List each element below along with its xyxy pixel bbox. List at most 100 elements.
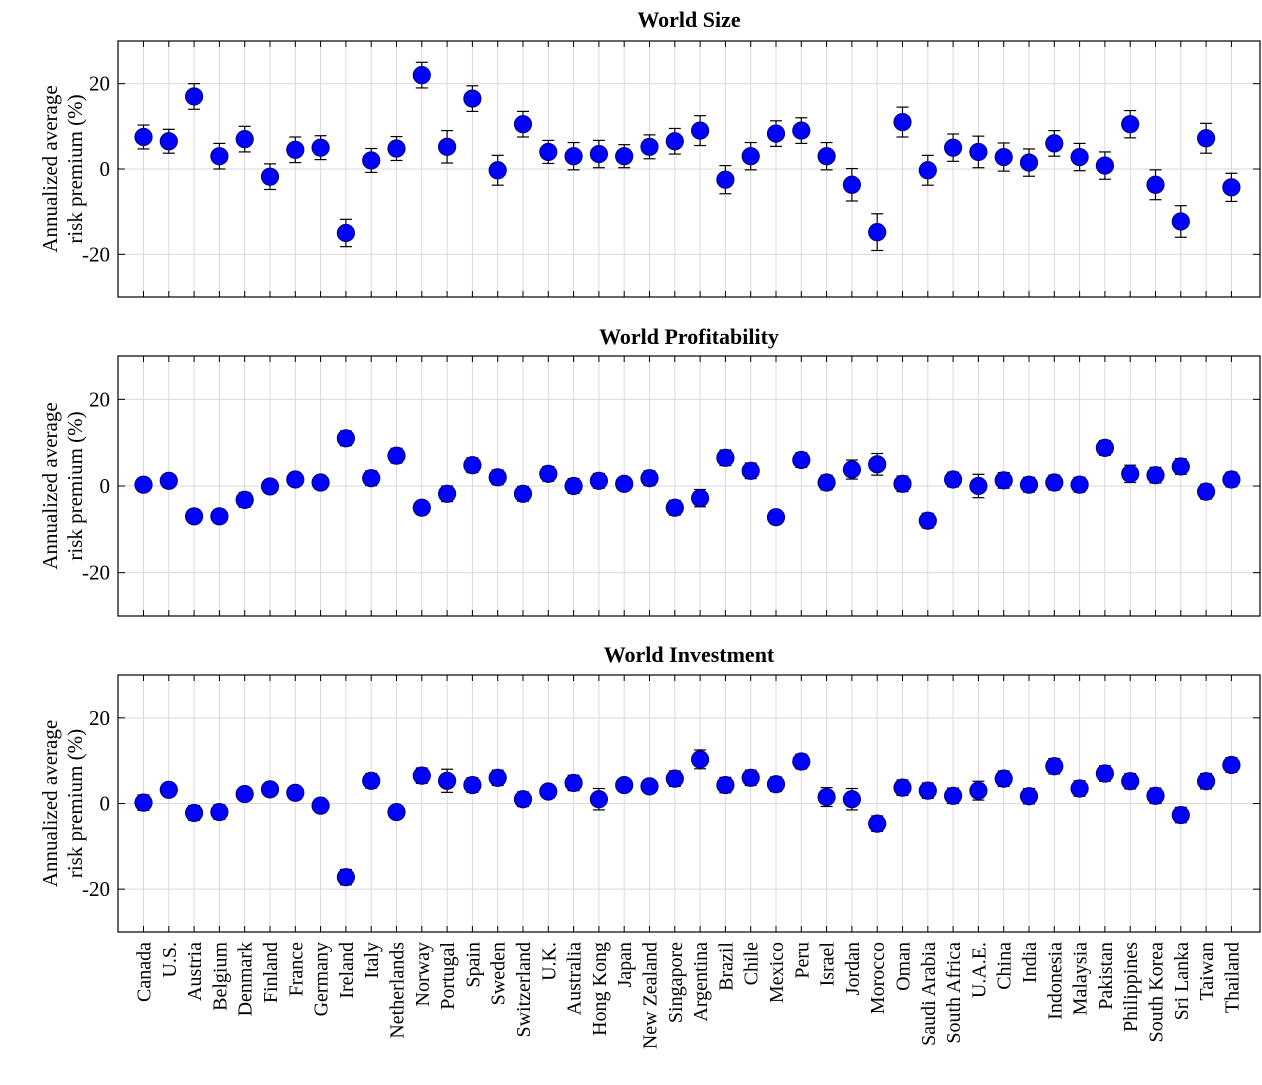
y-axis-label-line2: risk premium (%) bbox=[63, 94, 87, 243]
category-label: Japan bbox=[614, 942, 636, 988]
data-point-world-investment bbox=[994, 769, 1013, 788]
panel-world-profitability: -20 0 20 World Profitability Annualized aver… bbox=[38, 324, 1261, 617]
data-point-world-investment bbox=[943, 786, 963, 805]
data-point-world-size bbox=[438, 137, 457, 156]
data-point-world-size bbox=[868, 223, 887, 242]
y-tick-label: 20 bbox=[89, 706, 110, 730]
category-label: Malaysia bbox=[1070, 942, 1092, 1015]
data-point-world-investment bbox=[690, 750, 710, 769]
panel-title: World Investment bbox=[604, 642, 775, 667]
data-point-world-investment bbox=[159, 780, 178, 799]
data-point-world-profitability bbox=[615, 474, 634, 493]
data-point-world-size bbox=[994, 147, 1013, 167]
data-point-world-size bbox=[235, 130, 254, 149]
category-label: Saudi Arabia bbox=[918, 942, 940, 1046]
category-label: U.K. bbox=[538, 942, 560, 981]
data-point-world-investment bbox=[1222, 755, 1241, 775]
data-point-world-size bbox=[1222, 178, 1241, 197]
category-label: Indonesia bbox=[1044, 942, 1066, 1020]
y-tick-label: 0 bbox=[100, 474, 111, 498]
data-point-world-profitability bbox=[286, 470, 305, 489]
category-label: Mexico bbox=[766, 942, 788, 1003]
data-point-world-profitability bbox=[387, 446, 406, 465]
data-point-world-profitability bbox=[185, 507, 204, 526]
data-point-world-size bbox=[134, 127, 153, 147]
data-point-world-profitability bbox=[1095, 438, 1115, 457]
data-point-world-profitability bbox=[260, 477, 280, 496]
data-point-world-investment bbox=[918, 781, 937, 800]
data-point-world-investment bbox=[716, 775, 735, 795]
data-point-world-size bbox=[539, 142, 558, 162]
data-point-world-size bbox=[185, 87, 204, 106]
category-label: Taiwan bbox=[1196, 942, 1218, 1001]
data-point-world-profitability bbox=[690, 489, 710, 508]
category-label: Switzerland bbox=[513, 942, 535, 1038]
data-point-world-profitability bbox=[1146, 466, 1165, 485]
data-point-world-investment bbox=[741, 768, 760, 787]
data-point-world-profitability bbox=[817, 473, 836, 492]
data-point-world-size bbox=[741, 147, 760, 166]
data-point-world-investment bbox=[1095, 764, 1115, 783]
data-point-world-investment bbox=[1045, 757, 1064, 776]
data-point-world-profitability bbox=[741, 461, 760, 480]
data-point-world-profitability bbox=[1045, 473, 1064, 492]
data-point-world-size bbox=[893, 112, 912, 132]
data-point-world-investment bbox=[766, 775, 786, 794]
category-label: Netherlands bbox=[387, 942, 409, 1039]
data-point-world-size bbox=[842, 175, 862, 194]
data-point-world-profitability bbox=[1121, 464, 1140, 483]
data-point-world-profitability bbox=[1196, 482, 1216, 501]
category-label: Israel bbox=[817, 942, 839, 987]
category-label: India bbox=[1019, 942, 1041, 983]
data-point-world-size bbox=[1095, 156, 1115, 175]
data-point-world-investment bbox=[1146, 786, 1165, 805]
data-point-world-investment bbox=[589, 790, 609, 809]
data-point-world-size bbox=[1070, 147, 1089, 167]
category-label: Thailand bbox=[1221, 942, 1243, 1013]
data-point-world-profitability bbox=[918, 511, 937, 530]
y-tick-label: -20 bbox=[82, 242, 110, 266]
data-point-world-profitability bbox=[842, 460, 862, 479]
data-point-world-profitability bbox=[589, 471, 609, 490]
data-point-world-size bbox=[665, 132, 684, 151]
category-label: Singapore bbox=[665, 942, 687, 1023]
data-point-world-profitability bbox=[134, 475, 153, 494]
data-point-world-profitability bbox=[766, 508, 786, 527]
category-label: Germany bbox=[311, 942, 333, 1016]
category-label: Brazil bbox=[715, 942, 737, 991]
data-point-world-size bbox=[943, 138, 963, 157]
y-tick-label: 0 bbox=[100, 792, 111, 816]
data-point-world-investment bbox=[817, 787, 836, 807]
data-point-world-profitability bbox=[969, 476, 988, 496]
data-point-world-profitability bbox=[943, 470, 963, 489]
data-point-world-profitability bbox=[1070, 475, 1089, 494]
data-point-world-size bbox=[488, 161, 507, 180]
data-point-world-investment bbox=[412, 766, 431, 785]
data-point-world-size bbox=[1146, 175, 1165, 194]
category-label: Argentina bbox=[690, 942, 712, 1022]
data-point-world-size bbox=[640, 137, 659, 156]
data-point-world-size bbox=[311, 138, 330, 157]
category-label: Morocco bbox=[867, 942, 889, 1014]
category-label: Norway bbox=[412, 942, 434, 1006]
data-point-world-size bbox=[817, 147, 836, 166]
y-tick-label: 20 bbox=[89, 387, 110, 411]
data-point-world-investment bbox=[1019, 787, 1039, 806]
data-point-world-investment bbox=[868, 814, 887, 833]
data-point-world-profitability bbox=[513, 484, 533, 503]
data-point-world-profitability bbox=[716, 448, 735, 467]
category-label: Portugal bbox=[437, 942, 459, 1010]
panel-title: World Profitability bbox=[599, 324, 779, 349]
data-point-world-size bbox=[1171, 212, 1190, 231]
data-point-world-size bbox=[463, 89, 482, 108]
category-label: Spain bbox=[462, 942, 484, 988]
category-label: Sri Lanka bbox=[1171, 942, 1193, 1020]
data-point-world-profitability bbox=[362, 469, 381, 488]
data-point-world-profitability bbox=[893, 474, 912, 493]
data-point-world-size bbox=[564, 147, 583, 166]
y-axis-label-line2: risk premium (%) bbox=[63, 729, 87, 878]
data-point-world-size bbox=[286, 140, 305, 159]
data-point-world-investment bbox=[539, 782, 558, 801]
data-point-world-profitability bbox=[665, 498, 684, 517]
